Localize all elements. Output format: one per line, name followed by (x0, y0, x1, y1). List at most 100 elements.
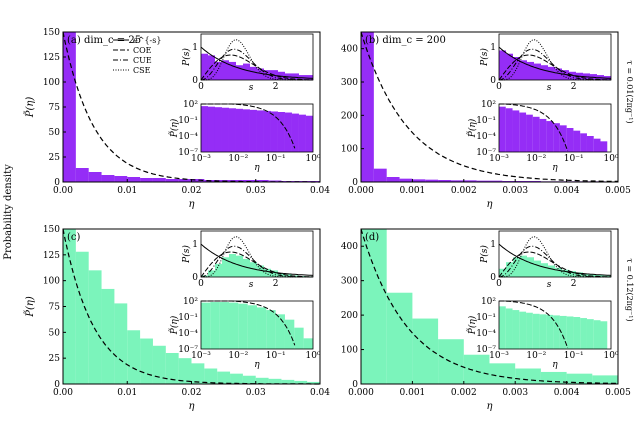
inset-eta-xlabel: η (552, 163, 558, 173)
y-tick-label: 125 (43, 251, 60, 261)
histogram-bar (217, 371, 231, 384)
inset-eta-ytick: 10⁻⁴ (476, 329, 496, 339)
inset-s-bar (548, 66, 555, 80)
inset-s-ytick: 0 (192, 273, 198, 283)
y-axis-label: P̃(η) (24, 296, 36, 318)
histogram-bar (307, 381, 320, 384)
inset-s-ylabel: P(s) (479, 48, 490, 67)
y-tick-label: 75 (49, 303, 61, 313)
inset-eta-bar (263, 110, 271, 152)
histogram-bar (165, 179, 179, 182)
inset-eta-bar (553, 123, 560, 152)
inset-eta-bar (539, 314, 547, 349)
y-tick-label: 0 (54, 380, 60, 390)
inset-s-curve-3 (201, 39, 313, 81)
inset-s-bar (562, 269, 569, 277)
histogram-bar (230, 180, 243, 182)
inset-eta-bar (242, 109, 250, 152)
inset-s-curve-1 (200, 54, 314, 81)
legend-label: e^{-s} (133, 36, 161, 45)
histogram-bar (373, 168, 387, 182)
inset-eta-bar (291, 113, 299, 152)
inset-s-xtick: 2 (571, 82, 577, 92)
y-tick-label: 25 (49, 354, 61, 364)
inset-s-curve-0 (498, 46, 612, 79)
y-tick-label: 100 (43, 277, 60, 287)
inset-eta-bar (249, 109, 257, 152)
inset-s-bar (264, 268, 271, 277)
inset-eta-bar (219, 302, 229, 349)
histogram-bar (438, 180, 451, 182)
x-tick-label: 0.02 (181, 186, 201, 196)
y-tick-label: 125 (43, 53, 60, 63)
row-label-bottom: τ = 0.12(2πg⁻¹) (625, 258, 634, 321)
histogram-bar (165, 353, 179, 384)
panel-b: 0.000 0.001 0.002 0.003 0.004 0.0050100200300… (341, 31, 631, 210)
histogram-bar (281, 379, 295, 384)
x-tick-label: 0.003 (502, 186, 528, 196)
x-tick-label: 0.03 (246, 186, 266, 196)
inset-eta-bar (214, 107, 222, 152)
y-tick-label: 400 (341, 242, 358, 252)
inset-s-curve-2 (498, 245, 611, 278)
inset-s-bar (229, 254, 236, 277)
inset-eta-bar (526, 312, 533, 349)
histogram-bar (361, 229, 387, 384)
inset-s-bar (590, 274, 597, 277)
inset-s-frame (498, 230, 612, 278)
inset-eta-xlabel: η (552, 360, 558, 370)
inset-eta-bar (559, 315, 567, 349)
inset-s-bar (236, 65, 243, 80)
inset-s-bar (236, 255, 243, 277)
inset-s-bar (257, 68, 264, 80)
inset-s-bar (271, 270, 278, 277)
x-axis-label: η (487, 199, 493, 210)
inset-eta-bar (526, 114, 533, 152)
x-tick-label: 0.001 (400, 186, 426, 196)
inset-eta-bar (210, 302, 220, 349)
legend-label: CSE (133, 66, 151, 75)
x-tick-label: 0.00 (53, 388, 73, 398)
inset-eta-bar (586, 319, 594, 349)
panel-title: (b) dim_c = 200 (365, 35, 446, 46)
inset-s-frame (200, 33, 314, 81)
inset-eta-ytick: 10⁻⁷ (476, 345, 496, 355)
inset-s-bar (257, 265, 264, 277)
inset-eta-ytick: 10⁻⁴ (476, 132, 496, 142)
inset-eta-bar (532, 116, 540, 152)
y-tick-label: 300 (341, 277, 358, 287)
inset-s-curve-0 (200, 243, 314, 276)
inset-s-curve-2 (200, 245, 313, 278)
x-tick-label: 0.01 (117, 186, 137, 196)
inset-s-curve-1 (498, 54, 612, 81)
y-tick-label: 200 (341, 111, 358, 121)
inset-eta-xlabel: η (254, 163, 260, 173)
y-tick-label: 300 (341, 78, 358, 88)
inset-s-bar (222, 257, 229, 277)
inset-s-bar (243, 258, 250, 277)
inset-eta-bar (256, 307, 267, 349)
legend-label: CUE (133, 56, 152, 65)
inset-eta-ytick: 10⁻⁴ (178, 132, 198, 142)
inset-s-bar (292, 275, 299, 277)
inset-s-bar (576, 272, 583, 277)
inset-eta-bar (238, 303, 248, 349)
inset-eta-xtick: 10⁻³ (489, 351, 509, 361)
inset-eta-xtick: 10⁻¹ (266, 154, 286, 164)
histogram-bar (152, 345, 166, 384)
y-tick-label: 25 (49, 153, 61, 163)
inset-s-bar (520, 255, 527, 277)
inset-eta-ylabel: P̃(η) (466, 118, 478, 138)
inset-eta-frame (498, 300, 612, 350)
inset-s-bar (201, 53, 208, 80)
histogram-bar (204, 368, 218, 384)
histogram-bar (127, 177, 141, 182)
inset-s-bar (534, 260, 541, 277)
histogram-bar (178, 358, 192, 384)
inset-s-xtick: 2 (571, 279, 577, 289)
inset-s-bar (499, 50, 506, 80)
x-tick-label: 0.002 (451, 388, 477, 398)
histogram-bar (268, 378, 282, 384)
inset-s-bar (604, 275, 611, 277)
inset-s-curve-1 (498, 251, 612, 278)
